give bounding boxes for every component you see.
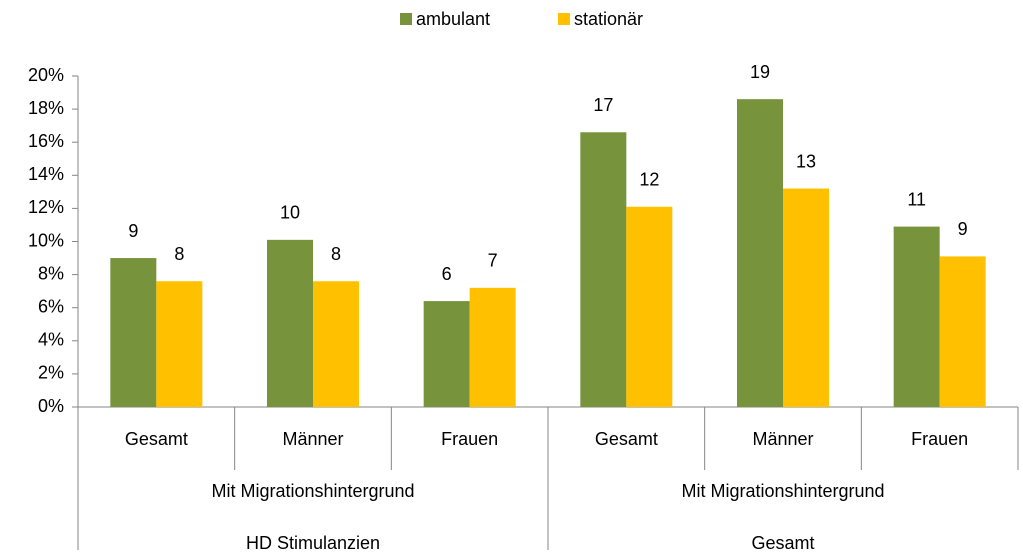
y-tick-label: 14% bbox=[28, 164, 64, 184]
bar bbox=[783, 188, 829, 407]
x-tick-label: Gesamt bbox=[125, 429, 188, 449]
value-label: 9 bbox=[958, 219, 968, 239]
y-tick-label: 16% bbox=[28, 131, 64, 151]
bar bbox=[156, 281, 203, 407]
bar bbox=[737, 99, 783, 408]
bar bbox=[469, 287, 516, 407]
value-label: 7 bbox=[488, 251, 498, 271]
bar bbox=[267, 239, 313, 407]
y-tick-label: 2% bbox=[38, 363, 64, 383]
y-tick-label: 8% bbox=[38, 263, 64, 283]
value-label: 9 bbox=[128, 221, 138, 241]
value-label: 8 bbox=[331, 244, 341, 264]
group-label: Mit Migrationshintergrund bbox=[681, 481, 884, 501]
x-tick-label: Frauen bbox=[441, 429, 498, 449]
legend-label: stationär bbox=[574, 9, 643, 29]
group-parent-label: Gesamt bbox=[751, 533, 814, 553]
legend-swatch bbox=[558, 13, 570, 25]
x-tick-label: Frauen bbox=[911, 429, 968, 449]
value-label: 10 bbox=[280, 203, 300, 223]
bar bbox=[423, 301, 470, 407]
value-label: 8 bbox=[174, 244, 184, 264]
value-label: 19 bbox=[750, 62, 770, 82]
legend-swatch bbox=[400, 13, 412, 25]
legend-label: ambulant bbox=[416, 9, 490, 29]
value-label: 6 bbox=[442, 264, 452, 284]
y-tick-label: 6% bbox=[38, 296, 64, 316]
bar bbox=[313, 281, 359, 407]
x-tick-label: Männer bbox=[752, 429, 813, 449]
x-tick-label: Gesamt bbox=[595, 429, 658, 449]
x-tick-label: Männer bbox=[282, 429, 343, 449]
y-tick-label: 0% bbox=[38, 396, 64, 416]
y-tick-label: 18% bbox=[28, 98, 64, 118]
bar bbox=[626, 206, 673, 407]
value-label: 12 bbox=[639, 169, 659, 189]
bar bbox=[893, 226, 940, 407]
y-tick-label: 10% bbox=[28, 230, 64, 250]
group-label: Mit Migrationshintergrund bbox=[211, 481, 414, 501]
value-label: 11 bbox=[907, 189, 926, 209]
y-tick-label: 20% bbox=[28, 65, 64, 85]
bar bbox=[110, 258, 157, 407]
y-tick-label: 12% bbox=[28, 197, 64, 217]
value-label: 13 bbox=[796, 151, 816, 171]
group-parent-label: HD Stimulanzien bbox=[246, 533, 380, 553]
y-tick-label: 4% bbox=[38, 330, 64, 350]
bar bbox=[580, 132, 627, 407]
value-label: 17 bbox=[593, 95, 613, 115]
bar bbox=[939, 256, 986, 407]
